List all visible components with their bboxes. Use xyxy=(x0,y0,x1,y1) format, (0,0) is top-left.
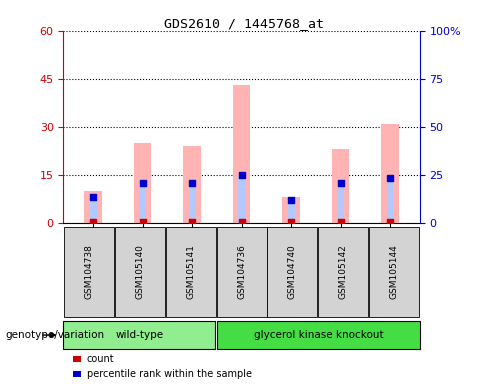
Bar xyxy=(381,124,399,223)
Text: GSM105142: GSM105142 xyxy=(339,244,348,299)
Point xyxy=(139,219,146,225)
Text: genotype/variation: genotype/variation xyxy=(5,330,104,340)
Text: GSM105140: GSM105140 xyxy=(135,244,144,299)
Point xyxy=(287,197,295,204)
Text: glycerol kinase knockout: glycerol kinase knockout xyxy=(254,330,383,340)
Point xyxy=(386,175,394,181)
Point xyxy=(89,194,97,200)
Text: GSM105141: GSM105141 xyxy=(186,244,195,299)
Point xyxy=(337,180,345,186)
Text: GSM105144: GSM105144 xyxy=(390,244,399,299)
Point xyxy=(238,219,245,225)
Bar xyxy=(337,183,344,223)
Text: count: count xyxy=(87,354,115,364)
Bar xyxy=(90,197,97,223)
Text: percentile rank within the sample: percentile rank within the sample xyxy=(87,369,252,379)
Bar xyxy=(283,197,300,223)
Point xyxy=(337,219,345,225)
Bar xyxy=(183,146,201,223)
Text: GSM104736: GSM104736 xyxy=(237,244,246,299)
Point xyxy=(89,219,97,225)
Text: GSM104740: GSM104740 xyxy=(288,244,297,299)
Point xyxy=(386,219,394,225)
Text: GDS2610 / 1445768_at: GDS2610 / 1445768_at xyxy=(164,17,324,30)
Point xyxy=(287,219,295,225)
Bar xyxy=(287,200,294,223)
Bar xyxy=(386,178,393,223)
Point xyxy=(188,180,196,186)
Bar xyxy=(332,149,349,223)
Bar xyxy=(139,183,146,223)
Bar xyxy=(189,183,196,223)
Text: wild-type: wild-type xyxy=(116,330,164,340)
Bar xyxy=(84,191,102,223)
Bar xyxy=(233,85,250,223)
Point xyxy=(238,172,245,178)
Text: GSM104738: GSM104738 xyxy=(84,244,93,299)
Point xyxy=(139,180,146,186)
Bar xyxy=(134,143,151,223)
Point xyxy=(188,219,196,225)
Bar xyxy=(238,175,245,223)
